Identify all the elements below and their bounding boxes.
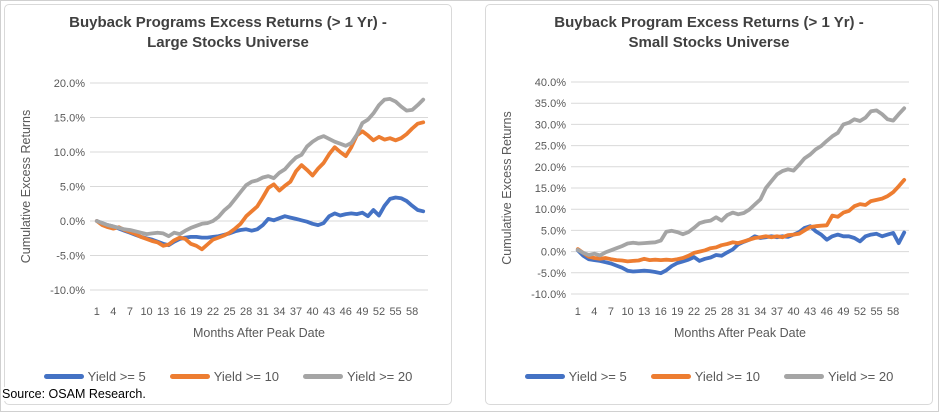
series-line-yield-10 <box>94 120 426 252</box>
legend-label-yield-5: Yield >= 5 <box>87 369 146 384</box>
x-tick-label: 34 <box>754 306 766 318</box>
legend-item-yield-10: Yield >= 10 <box>650 369 761 384</box>
x-tick-label: 19 <box>671 306 683 318</box>
y-tick-label: 20.0% <box>535 162 566 174</box>
y-tick-label: -5.0% <box>56 251 85 263</box>
y-tick-label: 5.0% <box>60 182 85 194</box>
x-tick-label: 49 <box>837 306 849 318</box>
chart-title-small: Buyback Program Excess Returns (> 1 Yr) … <box>486 13 932 53</box>
x-tick-label: 34 <box>273 306 285 318</box>
chart-canvas-small: 40.0% 35.0% 30.0% 25.0% 20.0% 15.0% 10.0% 5.0% 0… <box>500 77 909 340</box>
legend-large: Yield >= 5 Yield >= 10 Yield >= 20 <box>5 369 451 384</box>
chart-title-large: Buyback Programs Excess Returns (> 1 Yr)… <box>5 13 451 53</box>
x-tick-label: 1 <box>575 306 581 318</box>
x-tick-label: 52 <box>854 306 866 318</box>
series-line-yield-20 <box>94 97 426 239</box>
x-tick-label: 7 <box>127 306 133 318</box>
legend-label-yield-20: Yield >= 20 <box>347 369 413 384</box>
chart-canvas-large: 20.0% 15.0% 10.0% 5.0% 0.0% -5.0% -10.0% 1 4 7 10 1… <box>19 78 428 340</box>
y-tick-label: 25.0% <box>535 141 566 153</box>
x-tick-label: 40 <box>787 306 799 318</box>
x-tick-label: 55 <box>870 306 882 318</box>
series-line-yield-10 <box>575 177 907 264</box>
chart-panel-large-stocks: Buyback Programs Excess Returns (> 1 Yr)… <box>4 4 452 405</box>
legend-item-yield-20: Yield >= 20 <box>784 369 893 384</box>
y-tick-label: 15.0% <box>54 113 85 125</box>
y-tick-label: 0.0% <box>60 216 85 228</box>
y-tick-label: 0.0% <box>541 247 566 259</box>
x-tick-label: 46 <box>340 306 352 318</box>
legend-swatch-yield-20 <box>784 374 825 379</box>
x-tick-label: 43 <box>804 306 816 318</box>
legend-item-yield-10: Yield >= 10 <box>169 369 280 384</box>
x-tick-label: 28 <box>240 306 252 318</box>
chart-title-line2: Large Stocks Universe <box>147 34 309 51</box>
x-tick-label: 58 <box>406 306 418 318</box>
x-tick-label: 40 <box>306 306 318 318</box>
x-tick-label: 31 <box>738 306 750 318</box>
y-tick-label: -10.0% <box>50 285 85 297</box>
x-tick-label: 37 <box>290 306 302 318</box>
legend-label-yield-20: Yield >= 20 <box>828 369 894 384</box>
x-tick-label: 13 <box>157 306 169 318</box>
x-tick-label: 1 <box>94 306 100 318</box>
y-tick-label: -10.0% <box>531 289 566 301</box>
x-tick-label: 58 <box>887 306 899 318</box>
x-tick-label: 28 <box>721 306 733 318</box>
legend-swatch-yield-10 <box>650 374 691 379</box>
y-axis-title: Cumulative Excess Returns <box>500 111 514 265</box>
chart-title-line1: Buyback Programs Excess Returns (> 1 Yr)… <box>69 14 387 31</box>
x-tick-label: 37 <box>771 306 783 318</box>
x-tick-label: 55 <box>389 306 401 318</box>
legend-item-yield-5: Yield >= 5 <box>524 369 627 384</box>
x-tick-label: 43 <box>323 306 335 318</box>
x-axis-title: Months After Peak Date <box>674 326 806 340</box>
legend-swatch-yield-5 <box>524 374 565 379</box>
legend-small: Yield >= 5 Yield >= 10 Yield >= 20 <box>486 369 932 384</box>
chart-title-line2: Small Stocks Universe <box>628 34 790 51</box>
series-line-yield-20 <box>575 106 907 258</box>
x-tick-label: 52 <box>373 306 385 318</box>
y-axis-title: Cumulative Excess Returns <box>19 110 33 264</box>
x-tick-label: 19 <box>190 306 202 318</box>
x-tick-label: 25 <box>223 306 235 318</box>
legend-label-yield-5: Yield >= 5 <box>568 369 627 384</box>
x-axis-title: Months After Peak Date <box>193 326 325 340</box>
x-tick-label: 16 <box>174 306 186 318</box>
x-tick-label: 10 <box>140 306 152 318</box>
legend-swatch-yield-10 <box>169 374 210 379</box>
x-tick-label: 13 <box>638 306 650 318</box>
chart-panel-small-stocks: Buyback Program Excess Returns (> 1 Yr) … <box>485 4 933 405</box>
x-tick-label: 46 <box>821 306 833 318</box>
x-tick-label: 49 <box>356 306 368 318</box>
y-tick-label: 15.0% <box>535 183 566 195</box>
legend-label-yield-10: Yield >= 10 <box>213 369 280 384</box>
x-tick-label: 10 <box>621 306 633 318</box>
chart-title-line1: Buyback Program Excess Returns (> 1 Yr) … <box>554 14 864 31</box>
x-tick-label: 31 <box>257 306 269 318</box>
legend-swatch-yield-20 <box>303 374 344 379</box>
y-tick-label: -5.0% <box>537 268 566 280</box>
x-tick-label: 16 <box>655 306 667 318</box>
legend-item-yield-5: Yield >= 5 <box>43 369 146 384</box>
y-tick-label: 30.0% <box>535 119 566 131</box>
x-tick-label: 25 <box>704 306 716 318</box>
y-tick-label: 5.0% <box>541 225 566 237</box>
series-line-yield-5 <box>575 224 907 276</box>
x-tick-label: 22 <box>688 306 700 318</box>
x-tick-label: 22 <box>207 306 219 318</box>
y-tick-label: 20.0% <box>54 78 85 90</box>
y-tick-label: 10.0% <box>54 147 85 159</box>
y-tick-label: 10.0% <box>535 204 566 216</box>
legend-label-yield-10: Yield >= 10 <box>694 369 761 384</box>
x-tick-label: 7 <box>608 306 614 318</box>
y-tick-label: 40.0% <box>535 77 566 89</box>
legend-item-yield-20: Yield >= 20 <box>303 369 412 384</box>
source-note: Source: OSAM Research. <box>2 387 149 401</box>
x-tick-label: 4 <box>591 306 597 318</box>
legend-swatch-yield-5 <box>43 374 84 379</box>
y-tick-label: 35.0% <box>535 98 566 110</box>
x-tick-label: 4 <box>110 306 116 318</box>
